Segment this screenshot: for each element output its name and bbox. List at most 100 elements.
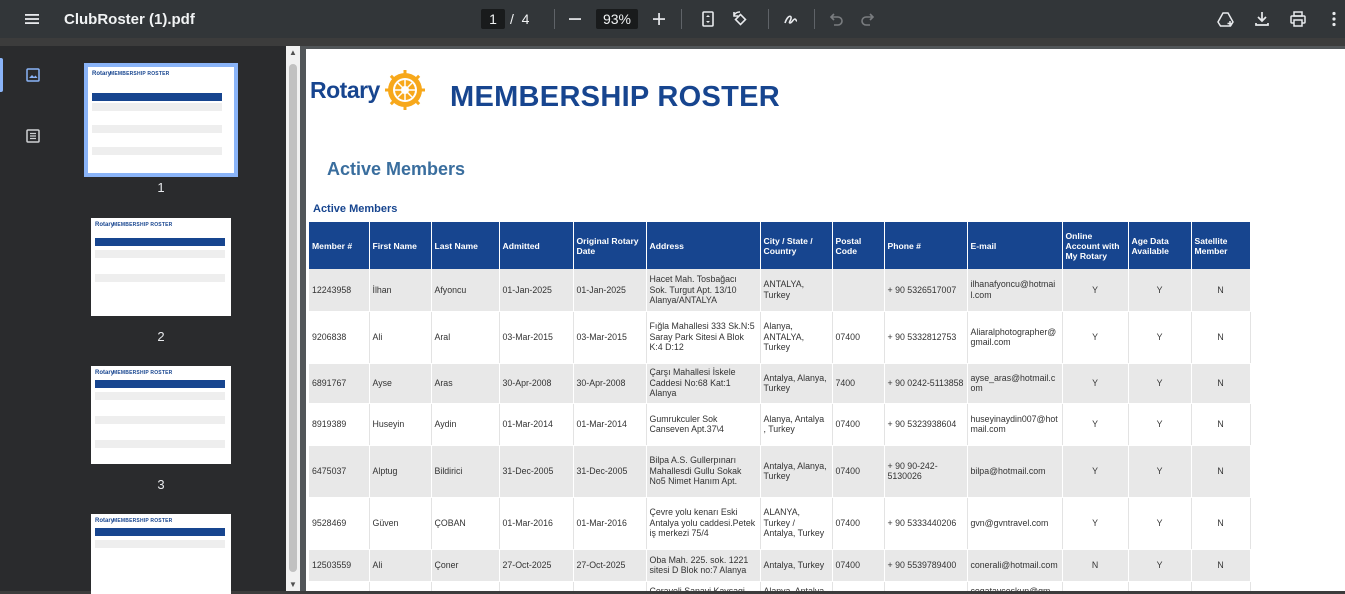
menu-icon[interactable] xyxy=(18,0,46,38)
table-row: Cerayeli Sanayi Kavşagi Alanya, Antalya ce… xyxy=(309,581,1251,591)
cell-original: 01-Mar-2016 xyxy=(573,497,647,550)
cell-admitted: 01-Mar-2014 xyxy=(499,403,574,446)
thumbnail-sidebar: Rotary MEMBERSHIP ROSTER 1 Rotary MEMBER… xyxy=(0,46,286,594)
annotate-pen-icon[interactable] xyxy=(777,0,805,38)
sidebar-scrollbar[interactable]: ▲ ▼ xyxy=(286,46,300,591)
cell-address: Hacet Mah. Tosbağacı Sok. Turgut Apt. 13… xyxy=(646,269,761,312)
table-row: 9528469 Güven ÇOBAN 01-Mar-2016 01-Mar-2016 Ç… xyxy=(309,497,1251,550)
document-title: ClubRoster (1).pdf xyxy=(64,10,195,28)
cell-phone xyxy=(884,581,968,591)
cell-online: Y xyxy=(1062,269,1129,312)
cell-first: Ali xyxy=(369,311,432,364)
cell-phone: + 90 5333440206 xyxy=(884,497,968,550)
scrollbar-thumb[interactable] xyxy=(289,64,297,572)
cell-admitted: 01-Mar-2016 xyxy=(499,497,574,550)
cell-member: 6891767 xyxy=(309,363,370,404)
page-count: / 4 xyxy=(510,11,530,27)
undo-icon[interactable] xyxy=(822,0,850,38)
sidebar-rail xyxy=(0,46,62,591)
scroll-down-icon[interactable]: ▼ xyxy=(289,580,297,589)
cell-city: Antalya, Alanya, Turkey xyxy=(760,445,833,498)
cell-email: conerali@hotmail.com xyxy=(967,549,1063,582)
cell-admitted: 31-Dec-2005 xyxy=(499,445,574,498)
cell-city: ALANYA, Turkey / Antalya, Turkey xyxy=(760,497,833,550)
cell-city: Antalya, Alanya, Turkey xyxy=(760,363,833,404)
column-header: Admitted xyxy=(499,222,574,269)
cell-original: 03-Mar-2015 xyxy=(573,311,647,364)
cell-city: Alanya, ANTALYA, Turkey xyxy=(760,311,833,364)
cell-last xyxy=(431,581,500,591)
cell-age xyxy=(1128,581,1192,591)
table-row: 8919389 Huseyin Aydin 01-Mar-2014 01-Mar-201… xyxy=(309,403,1251,446)
cell-city: Alanya, Antalya , Turkey xyxy=(760,403,833,446)
zoom-level-input[interactable]: 93% xyxy=(596,9,638,29)
cell-satellite: N xyxy=(1191,269,1251,312)
cell-email: Aliaralphotographer@gmail.com xyxy=(967,311,1063,364)
cell-city: Alanya, Antalya xyxy=(760,581,833,591)
page-thumbnail-3[interactable]: Rotary MEMBERSHIP ROSTER xyxy=(91,366,231,464)
cell-phone: + 90 5539789400 xyxy=(884,549,968,582)
page-thumbnail-2[interactable]: Rotary MEMBERSHIP ROSTER xyxy=(91,218,231,316)
cell-address: Cerayeli Sanayi Kavşagi xyxy=(646,581,761,591)
cell-phone: + 90 5332812753 xyxy=(884,311,968,364)
page-thumbnail-1[interactable]: Rotary MEMBERSHIP ROSTER xyxy=(84,63,238,177)
column-header: Online Account with My Rotary xyxy=(1062,222,1129,269)
print-icon[interactable] xyxy=(1284,0,1312,38)
cell-email: gvn@gvntravel.com xyxy=(967,497,1063,550)
cell-postal: 07400 xyxy=(832,549,885,582)
cell-online: Y xyxy=(1062,497,1129,550)
document-viewer[interactable]: Rotary xyxy=(300,46,1345,591)
fit-page-icon[interactable] xyxy=(694,0,722,38)
cell-email: ayse_aras@hotmail.com xyxy=(967,363,1063,404)
pdf-page: Rotary xyxy=(306,49,1345,591)
more-options-icon[interactable] xyxy=(1320,0,1345,38)
cell-address: Çarşı Mahallesi İskele Caddesi No:68 Kat… xyxy=(646,363,761,404)
document-outline-icon[interactable] xyxy=(20,123,46,149)
cell-address: Fığla Mahallesi 333 Sk.N:5 Saray Park Si… xyxy=(646,311,761,364)
drive-save-icon[interactable] xyxy=(1212,0,1240,38)
thumbnail-label: 1 xyxy=(157,180,165,195)
redo-icon[interactable] xyxy=(854,0,882,38)
cell-member xyxy=(309,581,370,591)
page-number-input[interactable]: 1 xyxy=(481,9,505,29)
cell-last: Afyoncu xyxy=(431,269,500,312)
cell-member: 12243958 xyxy=(309,269,370,312)
cell-email: ilhanafyoncu@hotmail.com xyxy=(967,269,1063,312)
cell-last: Aydin xyxy=(431,403,500,446)
rotary-wheel-icon xyxy=(384,70,425,110)
cell-first: İlhan xyxy=(369,269,432,312)
rotary-logo: Rotary xyxy=(310,69,426,111)
cell-online xyxy=(1062,581,1129,591)
cell-satellite: N xyxy=(1191,311,1251,364)
cell-last: Bildirici xyxy=(431,445,500,498)
cell-first: Ali xyxy=(369,549,432,582)
zoom-in-button[interactable] xyxy=(645,0,673,38)
cell-online: Y xyxy=(1062,403,1129,446)
cell-first xyxy=(369,581,432,591)
cell-age: Y xyxy=(1128,403,1192,446)
cell-address: Bilpa A.S. Gullerpınarı Mahallesdi Gullu… xyxy=(646,445,761,498)
cell-satellite: N xyxy=(1191,549,1251,582)
rotate-icon[interactable] xyxy=(726,0,754,38)
thumbnails-view-icon[interactable] xyxy=(20,62,46,88)
scroll-up-icon[interactable]: ▲ xyxy=(289,48,297,57)
cell-postal: 07400 xyxy=(832,497,885,550)
download-icon[interactable] xyxy=(1248,0,1276,38)
cell-address: Oba Mah. 225. sok. 1221 sitesi D Blok no… xyxy=(646,549,761,582)
cell-postal xyxy=(832,581,885,591)
cell-original: 31-Dec-2005 xyxy=(573,445,647,498)
cell-admitted: 01-Jan-2025 xyxy=(499,269,574,312)
table-row: 6891767 Ayse Aras 30-Apr-2008 30-Apr-2008 Çar… xyxy=(309,363,1251,404)
cell-satellite xyxy=(1191,581,1251,591)
zoom-out-button[interactable] xyxy=(561,0,589,38)
page-thumbnail-4[interactable]: Rotary MEMBERSHIP ROSTER xyxy=(91,514,231,594)
cell-original: 30-Apr-2008 xyxy=(573,363,647,404)
cell-first: Ayse xyxy=(369,363,432,404)
column-header: Phone # xyxy=(884,222,968,269)
cell-original: 01-Mar-2014 xyxy=(573,403,647,446)
cell-first: Huseyin xyxy=(369,403,432,446)
cell-postal: 07400 xyxy=(832,403,885,446)
cell-member: 9206838 xyxy=(309,311,370,364)
membership-table: Member # First Name Last Name Admitted Origi… xyxy=(309,222,1251,591)
column-header: Address xyxy=(646,222,761,269)
